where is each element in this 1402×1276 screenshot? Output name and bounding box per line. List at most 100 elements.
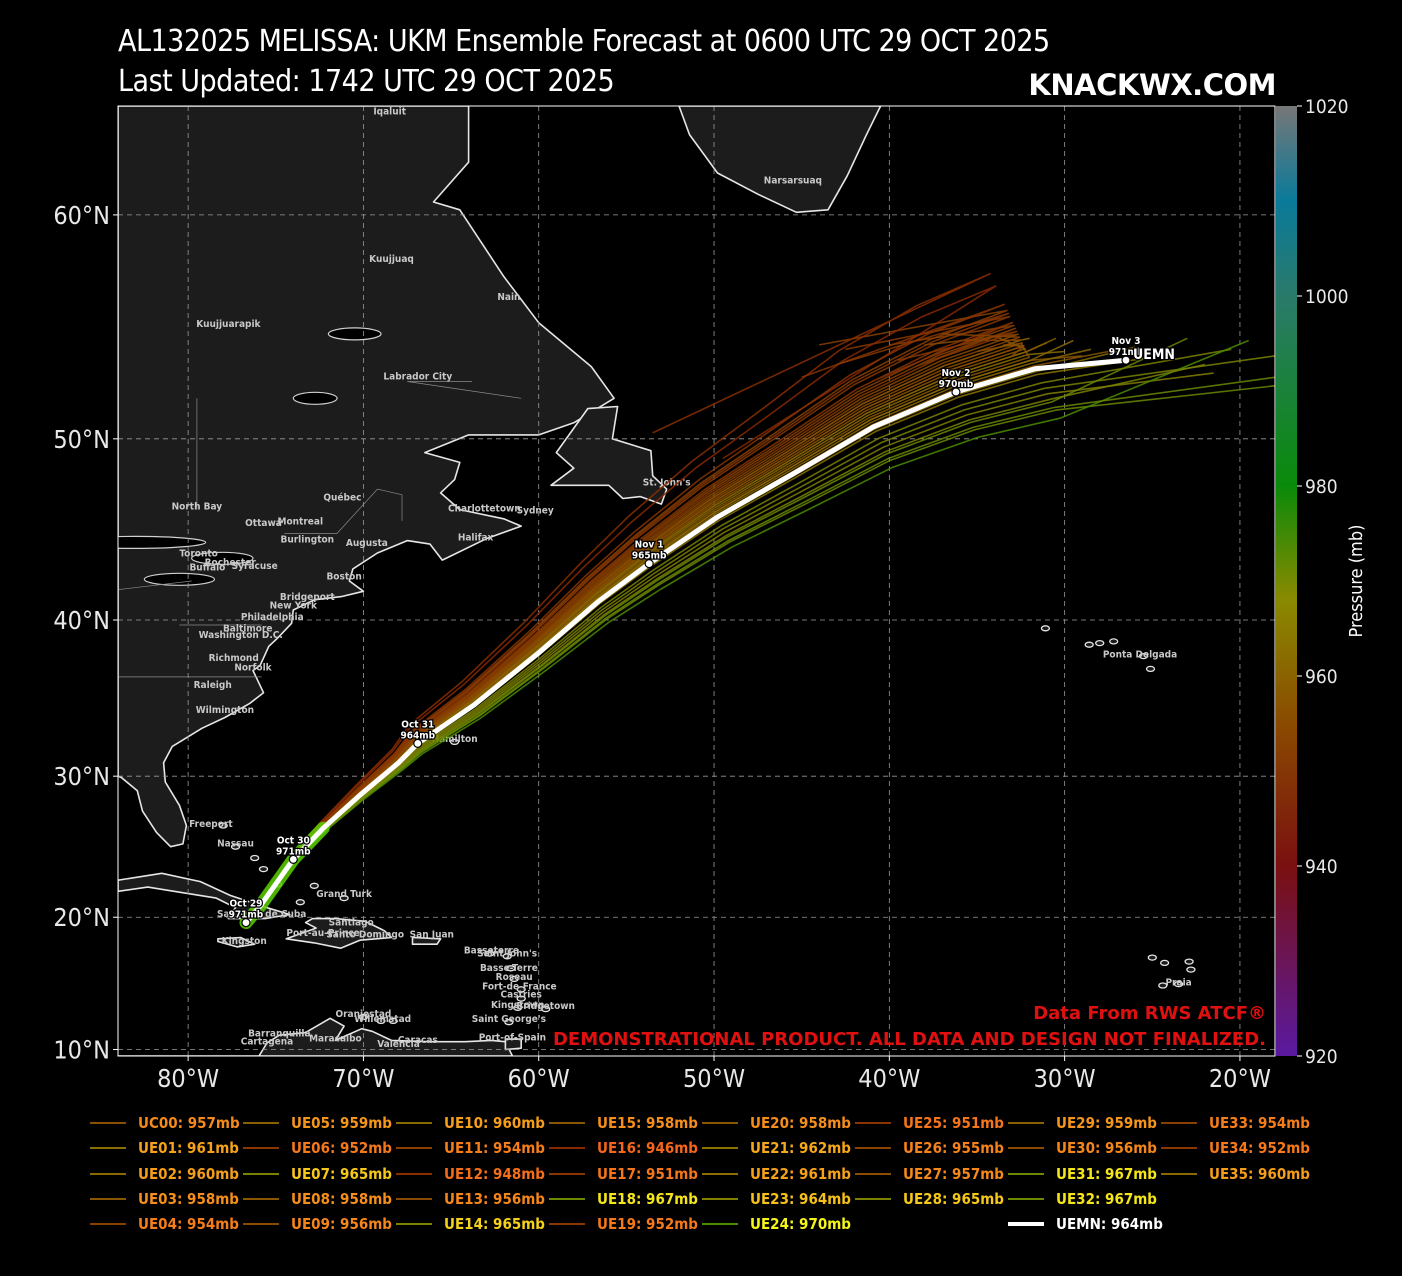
city-label: Ottawa [245, 518, 282, 529]
legend-entry: UE16: 946mb [549, 1137, 698, 1159]
legend-line-swatch [702, 1122, 738, 1124]
city-label: Québec [323, 491, 361, 503]
last-updated-text: Last Updated: 1742 UTC 29 OCT 2025 [118, 64, 615, 99]
legend-entry: UE12: 948mb [396, 1163, 545, 1185]
track-point-date: Oct 31 [401, 719, 434, 730]
political-border [118, 580, 192, 590]
legend-entry: UE15: 958mb [549, 1112, 698, 1134]
city-label: Rochester [205, 557, 257, 568]
longitude-tick-label: 40°W [858, 1064, 920, 1093]
legend-entry: UE10: 960mb [396, 1112, 545, 1134]
south-america-landmass [118, 1017, 514, 1056]
city-label: Bridgetown [516, 1001, 575, 1012]
azores-islands [1040, 625, 1156, 673]
legend-entry: UE04: 954mb [90, 1213, 239, 1235]
legend-label: UE17: 951mb [597, 1164, 698, 1183]
city-label: Augusta [346, 538, 388, 549]
legend-line-swatch [549, 1197, 585, 1200]
city-label: Baltimore [223, 624, 273, 635]
city-label: Norfolk [234, 663, 272, 674]
city-label: Syracuse [232, 561, 278, 572]
legend-label: UE12: 948mb [444, 1164, 545, 1183]
legend-line-swatch [549, 1122, 585, 1124]
legend-line-swatch [855, 1147, 891, 1150]
lake-outline [292, 391, 338, 405]
legend-line-swatch [396, 1122, 432, 1124]
legend-label: UE02: 960mb [138, 1164, 239, 1183]
legend-line-swatch [90, 1197, 126, 1200]
legend-line-swatch [1008, 1122, 1044, 1124]
city-label: Philadelphia [241, 612, 304, 623]
legend-line-swatch [702, 1223, 738, 1226]
legend-line-swatch [549, 1223, 585, 1226]
city-label: Ponta Delgada [1103, 650, 1177, 661]
legend-label: UE34: 952mb [1209, 1139, 1310, 1158]
legend-label: UE30: 956mb [1056, 1139, 1157, 1158]
colorbar-tick-label: 980 [1305, 476, 1338, 498]
city-label: Toronto [179, 549, 218, 560]
latitude-tick-label: 40°N [53, 606, 110, 635]
track-point-marker [1121, 355, 1131, 365]
map-frame [117, 105, 1276, 1057]
legend-line-swatch [243, 1122, 279, 1124]
track-point-pressure: 964mb [400, 730, 435, 741]
city-label: Valencia [377, 1039, 420, 1050]
legend-label: UE26: 955mb [903, 1139, 1004, 1158]
legend-line-swatch [702, 1147, 738, 1150]
legend-entry: UE34: 952mb [1161, 1137, 1310, 1159]
city-label: Richmond [209, 653, 259, 664]
legend-label: UE22: 961mb [750, 1164, 851, 1183]
city-label: Port-of-Spain [479, 1032, 546, 1043]
track-point-date: Oct 30 [277, 835, 310, 846]
disclaimer-text: DEMONSTRATIONAL PRODUCT. ALL DATA AND DE… [553, 1029, 1266, 1050]
longitude-tick-label: 60°W [508, 1064, 570, 1093]
axis-tick-labels: 80°W 70°W 60°W 50°W 40°W 30°W 20°W 60°N 50°N 40°N… [53, 201, 1271, 1093]
legend-label: UE14: 965mb [444, 1215, 545, 1234]
jamaica-landmass [217, 936, 256, 948]
legend-label: UE21: 962mb [750, 1139, 851, 1158]
abc-islands [358, 1013, 398, 1025]
legend-label: UE24: 970mb [750, 1215, 851, 1234]
legend-label: UC00: 957mb [138, 1114, 240, 1132]
track-point-marker [288, 854, 298, 864]
city-label: Grand Turk [316, 889, 373, 900]
legend-line-swatch [855, 1197, 891, 1200]
track-point-date: Oct 29 [230, 899, 263, 910]
bermuda-island [449, 738, 460, 746]
city-label: Cartagena [241, 1036, 294, 1047]
legend-line-swatch [1161, 1172, 1197, 1175]
legend-entry: UE26: 955mb [855, 1137, 1004, 1159]
legend-line-swatch [1008, 1172, 1044, 1175]
lake-outline [143, 572, 216, 586]
city-label: Kuujjuaq [369, 254, 414, 265]
track-point-marker [951, 387, 961, 397]
legend-label: UE35: 960mb [1209, 1164, 1310, 1183]
legend-label: UE04: 954mb [138, 1215, 239, 1234]
city-label: Basseterre [464, 946, 519, 957]
legend-label: UE07: 965mb [291, 1164, 392, 1183]
legend-label: UE01: 961mb [138, 1139, 239, 1158]
lake-outline [118, 535, 207, 549]
city-label: Sydney [517, 505, 554, 516]
land-layer [118, 106, 1196, 1056]
legend-entry: UE11: 954mb [396, 1137, 545, 1159]
city-label: Wilmington [196, 705, 254, 716]
colorbar-tick-label: 1020 [1305, 96, 1349, 118]
city-label: San Juan [410, 930, 454, 941]
longitude-tick-label: 80°W [157, 1064, 219, 1093]
newfoundland-landmass [550, 405, 668, 505]
city-label: Hamilton [432, 734, 478, 745]
legend-label: UE16: 946mb [597, 1139, 698, 1158]
city-label: Narsarsuaq [764, 176, 822, 187]
legend-label: UE31: 967mb [1056, 1164, 1157, 1183]
city-label: Barranquilla [248, 1029, 310, 1040]
city-label: Charlottetown [448, 504, 521, 515]
legend-entry: UC00: 957mb [90, 1112, 240, 1134]
city-label: Kingstown [491, 1000, 544, 1011]
legend-entry: UEMN: 964mb [1008, 1213, 1163, 1235]
legend-entry: UE19: 952mb [549, 1213, 698, 1235]
lake-outline [327, 327, 382, 341]
colorbar-tick-label: 960 [1305, 666, 1338, 688]
